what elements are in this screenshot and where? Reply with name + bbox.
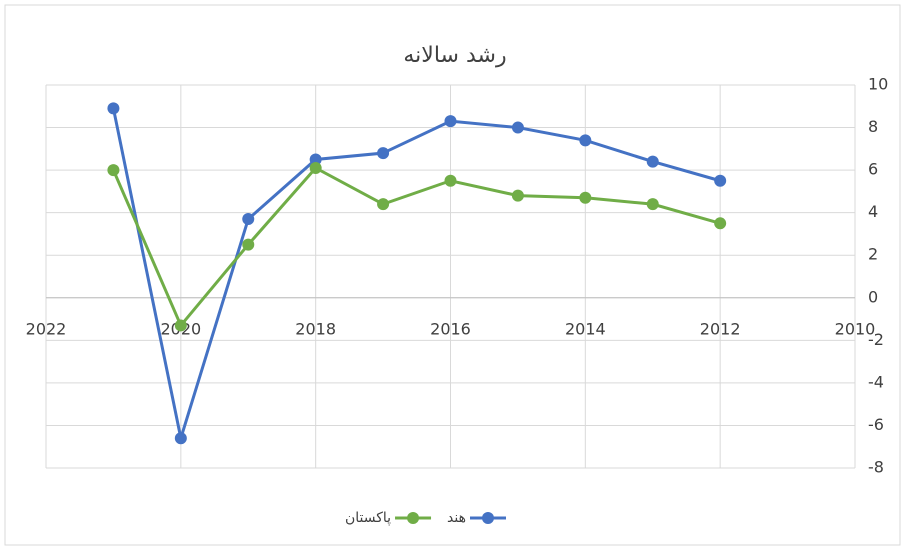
data-point (445, 115, 457, 127)
y-tick-label: 10 (868, 75, 888, 94)
data-point (242, 239, 254, 251)
data-point (714, 175, 726, 187)
chart-frame (5, 5, 900, 545)
data-point (377, 198, 389, 210)
x-tick-label: 2012 (700, 319, 741, 338)
y-tick-label: 8 (868, 117, 878, 136)
chart: رشد سالانه -8-6-4-2024681020222020201820… (0, 0, 907, 551)
legend-marker (407, 512, 419, 524)
y-tick-label: -4 (868, 372, 884, 391)
data-point (512, 190, 524, 202)
data-point (445, 175, 457, 187)
y-tick-label: 6 (868, 160, 878, 179)
y-tick-label: 0 (868, 287, 878, 306)
data-point (175, 432, 187, 444)
x-tick-label: 2014 (565, 319, 606, 338)
data-point (579, 134, 591, 146)
y-tick-label: 4 (868, 202, 878, 221)
data-point (647, 156, 659, 168)
legend-marker (482, 512, 494, 524)
x-tick-label: 2018 (295, 319, 336, 338)
data-point (242, 213, 254, 225)
data-point (647, 198, 659, 210)
data-point (107, 102, 119, 114)
x-tick-label: 2022 (26, 319, 67, 338)
x-tick-label: 2016 (430, 319, 471, 338)
y-tick-label: 2 (868, 245, 878, 264)
data-point (579, 192, 591, 204)
chart-title: رشد سالانه (403, 43, 506, 68)
legend-label: پاکستان (345, 510, 391, 526)
data-point (512, 122, 524, 134)
data-point (175, 319, 187, 331)
data-point (714, 217, 726, 229)
legend-label: هند (447, 510, 466, 526)
y-tick-label: -8 (868, 458, 884, 477)
data-point (377, 147, 389, 159)
data-point (310, 162, 322, 174)
data-point (107, 164, 119, 176)
x-tick-label: 2010 (835, 319, 876, 338)
y-tick-label: -6 (868, 415, 884, 434)
